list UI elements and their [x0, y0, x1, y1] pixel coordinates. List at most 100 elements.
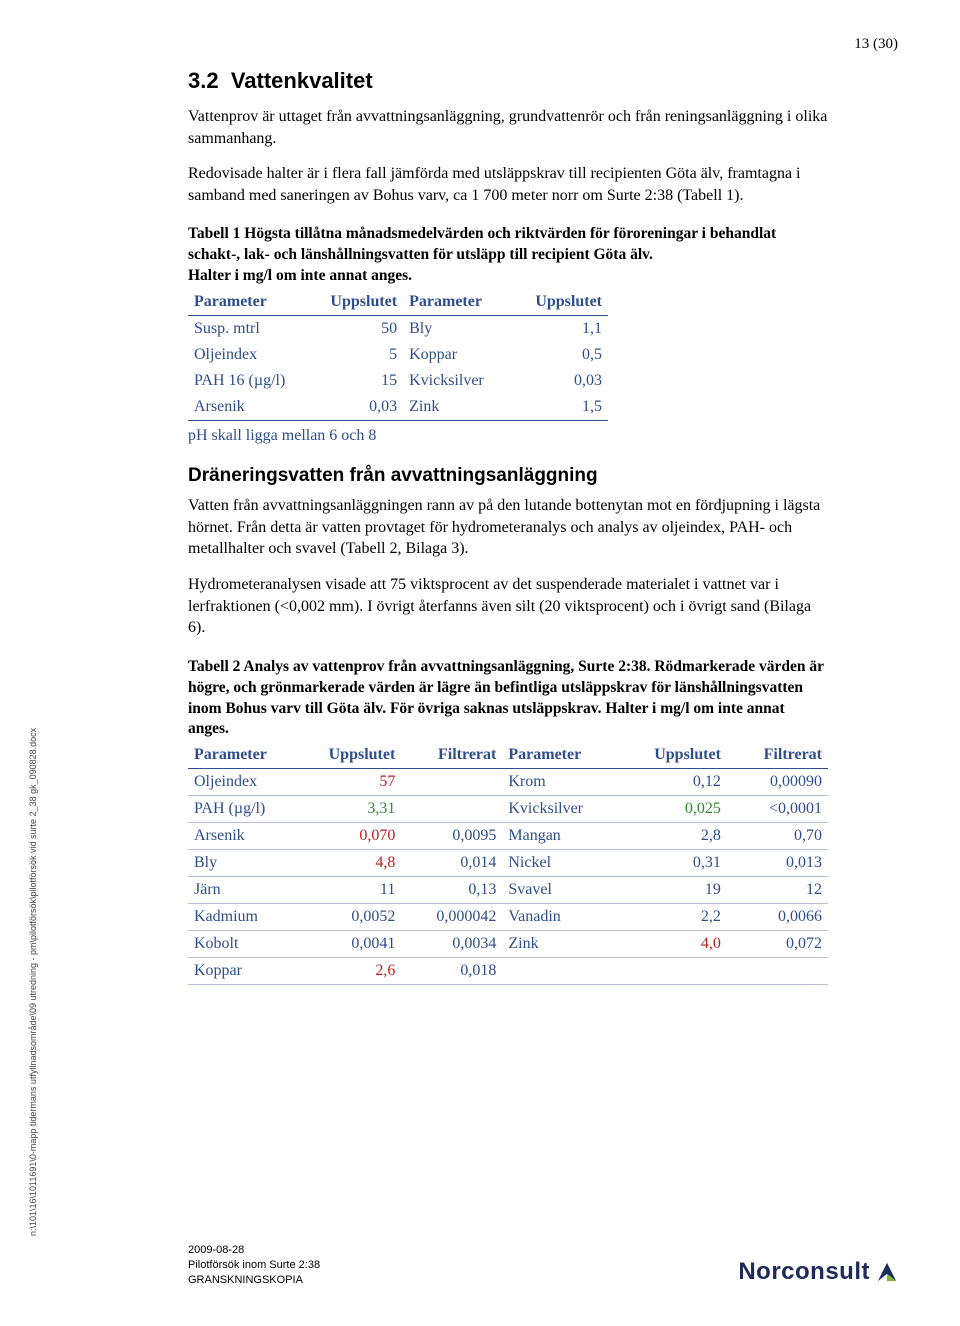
table-row: Koppar2,60,018	[188, 958, 828, 985]
t2-c: 0,0041	[300, 931, 401, 958]
t2-c	[401, 769, 502, 796]
t2-c: Krom	[502, 769, 626, 796]
t2-c: Mangan	[502, 823, 626, 850]
t2-c: 0,025	[626, 796, 727, 823]
table-row: Kadmium0,00520,000042Vanadin2,20,0066	[188, 904, 828, 931]
t2-c	[727, 958, 828, 985]
t2-c: 0,070	[300, 823, 401, 850]
t1-c: 1,1	[516, 316, 608, 343]
t2-c: 0,0066	[727, 904, 828, 931]
t2-h2: Filtrerat	[401, 742, 502, 769]
t2-c: Nickel	[502, 850, 626, 877]
t1-c: 0,03	[516, 368, 608, 394]
t2-c: 0,70	[727, 823, 828, 850]
t1-c: 0,5	[516, 342, 608, 368]
table-row: Oljeindex57 Krom0,120,00090	[188, 769, 828, 796]
t1-c: 50	[311, 316, 403, 343]
table-row: Oljeindex 5 Koppar 0,5	[188, 342, 608, 368]
footer-line2: Pilotförsök inom Surte 2:38	[188, 1258, 320, 1273]
t2-c: Kvicksilver	[502, 796, 626, 823]
t2-c: 0,0034	[401, 931, 502, 958]
t2-c: 0,013	[727, 850, 828, 877]
t1-c: Koppar	[403, 342, 516, 368]
table2: Parameter Uppslutet Filtrerat Parameter …	[188, 742, 828, 985]
table-row: PAH (µg/l)3,31 Kvicksilver0,025<0,0001	[188, 796, 828, 823]
t2-c: 0,018	[401, 958, 502, 985]
t2-c: Bly	[188, 850, 300, 877]
t1-c: 5	[311, 342, 403, 368]
t1-c: 15	[311, 368, 403, 394]
t1-c: Bly	[403, 316, 516, 343]
table2-caption: Tabell 2 Analys av vattenprov från avvat…	[188, 657, 828, 741]
t2-c	[502, 958, 626, 985]
t2-c: 0,00090	[727, 769, 828, 796]
t2-c: Zink	[502, 931, 626, 958]
t2-c: 2,8	[626, 823, 727, 850]
t2-c: 57	[300, 769, 401, 796]
t2-c: Svavel	[502, 877, 626, 904]
t1-h0: Parameter	[188, 289, 311, 316]
logo-text: Norconsult	[738, 1258, 870, 1286]
t1-h3: Uppslutet	[516, 289, 608, 316]
t1-c: Oljeindex	[188, 342, 311, 368]
page-number: 13 (30)	[854, 36, 898, 53]
table1-caption-1: Tabell 1 Högsta tillåtna månadsmedelvärd…	[188, 224, 828, 266]
footer: 2009-08-28 Pilotförsök inom Surte 2:38 G…	[188, 1243, 320, 1288]
table-row: PAH 16 (µg/l) 15 Kvicksilver 0,03	[188, 368, 608, 394]
t1-c: 1,5	[516, 394, 608, 421]
t2-c: 4,8	[300, 850, 401, 877]
t1-c: Zink	[403, 394, 516, 421]
t1-c: PAH 16 (µg/l)	[188, 368, 311, 394]
t2-c: Oljeindex	[188, 769, 300, 796]
t2-c: <0,0001	[727, 796, 828, 823]
t1-c: Kvicksilver	[403, 368, 516, 394]
t2-c: Kobolt	[188, 931, 300, 958]
t2-h0: Parameter	[188, 742, 300, 769]
t2-c: 19	[626, 877, 727, 904]
t2-c	[401, 796, 502, 823]
table-row: Kobolt0,00410,0034Zink4,00,072	[188, 931, 828, 958]
logo: Norconsult	[738, 1258, 898, 1286]
table-row: Arsenik0,0700,0095Mangan2,80,70	[188, 823, 828, 850]
t2-c: 0,13	[401, 877, 502, 904]
t2-c: Kadmium	[188, 904, 300, 931]
logo-mark-icon	[876, 1261, 898, 1283]
table-row: Arsenik 0,03 Zink 1,5	[188, 394, 608, 421]
t2-c: Koppar	[188, 958, 300, 985]
t2-c: Vanadin	[502, 904, 626, 931]
t2-c: 0,0052	[300, 904, 401, 931]
subsection-heading: Dräneringsvatten från avvattningsanläggn…	[188, 465, 828, 487]
t1-c: Arsenik	[188, 394, 311, 421]
table-row: Bly4,80,014Nickel0,310,013	[188, 850, 828, 877]
section-heading: Vattenkvalitet	[231, 68, 373, 93]
t2-h5: Filtrerat	[727, 742, 828, 769]
t2-c: Arsenik	[188, 823, 300, 850]
t2-c: 12	[727, 877, 828, 904]
t2-c: 0,12	[626, 769, 727, 796]
t2-h3: Parameter	[502, 742, 626, 769]
t1-c: 0,03	[311, 394, 403, 421]
subsection-para1: Vatten från avvattningsanläggningen rann…	[188, 495, 828, 560]
t2-c: PAH (µg/l)	[188, 796, 300, 823]
table1-caption-2: Halter i mg/l om inte annat anges.	[188, 266, 828, 287]
filepath-sidetext: n:\101\16\1011691\0-mapp tidermans utfyl…	[28, 728, 38, 1236]
subsection-para2: Hydrometeranalysen visade att 75 viktspr…	[188, 574, 828, 639]
t2-c: 0,31	[626, 850, 727, 877]
ph-note: pH skall ligga mellan 6 och 8	[188, 427, 828, 445]
footer-date: 2009-08-28	[188, 1243, 320, 1258]
t2-c: 2,2	[626, 904, 727, 931]
t2-c: Järn	[188, 877, 300, 904]
t2-c: 4,0	[626, 931, 727, 958]
t1-h2: Parameter	[403, 289, 516, 316]
t2-c: 0,072	[727, 931, 828, 958]
section-title: 3.2 Vattenkvalitet	[188, 68, 828, 94]
table1: Parameter Uppslutet Parameter Uppslutet …	[188, 289, 608, 421]
t2-c: 2,6	[300, 958, 401, 985]
table-row: Järn110,13Svavel1912	[188, 877, 828, 904]
footer-line3: GRANSKNINGSKOPIA	[188, 1273, 320, 1288]
t2-h1: Uppslutet	[300, 742, 401, 769]
t2-c: 3,31	[300, 796, 401, 823]
section-para1: Vattenprov är uttaget från avvattningsan…	[188, 106, 828, 149]
section-para2: Redovisade halter är i flera fall jämför…	[188, 163, 828, 206]
t2-c: 0,0095	[401, 823, 502, 850]
